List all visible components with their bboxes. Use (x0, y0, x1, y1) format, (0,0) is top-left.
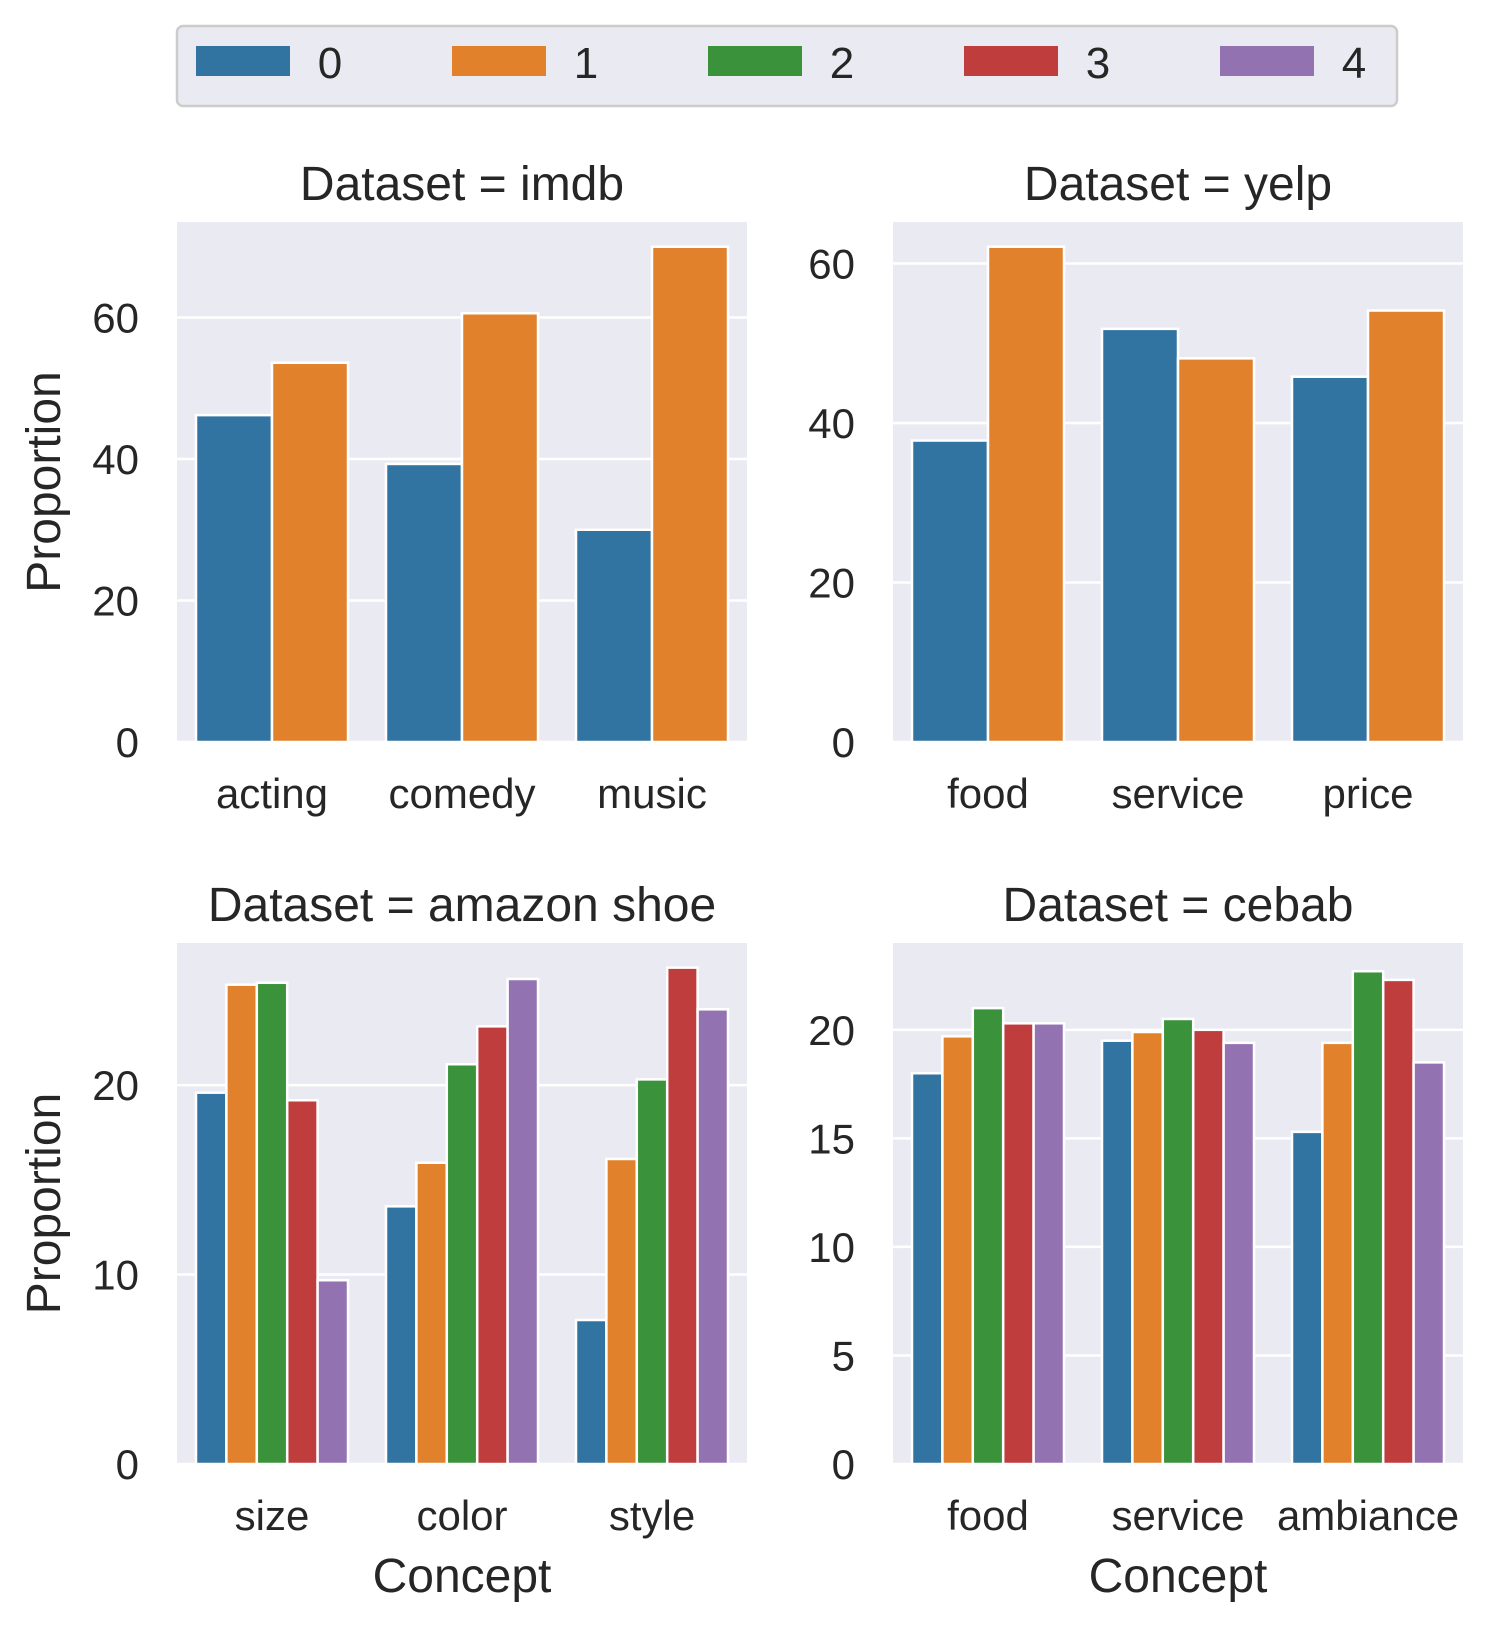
legend-label-0: 0 (318, 39, 342, 88)
y-tick-label: 0 (116, 1441, 139, 1488)
legend-swatch-2 (708, 46, 802, 76)
y-axis-label: Proportion (18, 371, 71, 592)
y-tick-label: 5 (832, 1332, 855, 1379)
x-tick-label: style (609, 1492, 695, 1539)
x-tick-label: size (235, 1492, 310, 1539)
x-tick-label: price (1322, 770, 1413, 817)
legend-swatch-4 (1220, 46, 1314, 76)
bar-music-series-0 (574, 528, 654, 744)
y-tick-label: 0 (116, 719, 139, 766)
bar-color-series-2 (445, 1063, 479, 1466)
x-tick-label: food (947, 1492, 1029, 1539)
bar-service-series-1 (1131, 1030, 1165, 1466)
bar-ambiance-series-1 (1321, 1041, 1355, 1466)
bar-service-series-2 (1161, 1017, 1195, 1466)
legend-swatch-1 (452, 46, 546, 76)
bar-food-series-0 (910, 439, 990, 744)
x-tick-label: color (416, 1492, 507, 1539)
bar-food-series-4 (1032, 1022, 1066, 1466)
panel-3: 0 10 20 size color style Dataset = amazon shoe… (18, 879, 747, 1603)
chart-title: Dataset = imdb (300, 158, 624, 211)
bar-ambiance-series-4 (1412, 1061, 1446, 1466)
y-tick-label: 20 (808, 559, 855, 606)
bar-food-series-1 (941, 1035, 975, 1466)
legend-label-2: 2 (830, 39, 854, 88)
bar-ambiance-series-3 (1381, 978, 1415, 1466)
x-tick-label: acting (216, 770, 328, 817)
y-tick-label: 0 (832, 719, 855, 766)
x-tick-label: ambiance (1277, 1492, 1459, 1539)
chart-title: Dataset = amazon shoe (208, 879, 716, 932)
bar-music-series-1 (650, 245, 730, 744)
bar-food-series-0 (910, 1072, 944, 1466)
bar-price-series-0 (1290, 375, 1370, 744)
y-tick-label: 10 (92, 1252, 139, 1299)
bar-color-series-0 (384, 1205, 418, 1466)
bar-service-series-4 (1222, 1041, 1256, 1466)
y-axis-label: Proportion (18, 1093, 71, 1314)
bar-color-series-4 (506, 977, 540, 1466)
legend-label-4: 4 (1342, 39, 1366, 88)
bar-comedy-series-1 (460, 312, 540, 744)
y-tick-label: 40 (808, 400, 855, 447)
bar-service-series-0 (1100, 327, 1180, 744)
x-tick-label: comedy (388, 770, 535, 817)
y-tick-label: 60 (92, 295, 139, 342)
bar-style-series-2 (635, 1078, 669, 1466)
chart-title: Dataset = cebab (1003, 879, 1354, 932)
x-tick-label: music (597, 770, 707, 817)
panel-2: 0 20 40 60 food service price Dataset = yelp (808, 158, 1463, 817)
bar-style-series-0 (574, 1318, 608, 1466)
y-tick-label: 15 (808, 1115, 855, 1162)
x-axis-label: Concept (1089, 1550, 1268, 1603)
legend: 0 1 2 3 4 (175, 24, 1399, 108)
bar-style-series-4 (696, 1008, 730, 1466)
chart-title: Dataset = yelp (1024, 158, 1332, 211)
bar-size-series-0 (194, 1091, 228, 1466)
legend-swatch-3 (964, 46, 1058, 76)
bar-size-series-3 (285, 1098, 319, 1466)
legend-label-3: 3 (1086, 39, 1110, 88)
bar-size-series-4 (316, 1278, 350, 1466)
y-tick-label: 20 (808, 1007, 855, 1054)
bar-food-series-2 (971, 1006, 1005, 1466)
x-tick-label: service (1111, 1492, 1244, 1539)
bar-color-series-3 (475, 1025, 509, 1466)
y-tick-label: 20 (92, 1062, 139, 1109)
bar-ambiance-series-2 (1351, 969, 1385, 1466)
x-axis-label: Concept (373, 1550, 552, 1603)
bar-style-series-3 (665, 966, 699, 1466)
legend-swatch-0 (196, 46, 290, 76)
bar-acting-series-0 (194, 413, 274, 744)
bar-ambiance-series-0 (1290, 1130, 1324, 1466)
chart-panels: 0 20 40 60 acting comedy music Dataset = imdb Pr… (18, 158, 1463, 1603)
bar-size-series-2 (255, 981, 289, 1466)
panel-1: 0 20 40 60 acting comedy music Dataset = imdb Pr… (18, 158, 747, 817)
bar-service-series-0 (1100, 1039, 1134, 1466)
bar-food-series-1 (986, 245, 1066, 744)
bar-service-series-3 (1191, 1028, 1225, 1466)
bar-style-series-1 (605, 1157, 639, 1466)
bar-food-series-3 (1001, 1022, 1035, 1466)
y-tick-label: 60 (808, 240, 855, 287)
legend-label-1: 1 (574, 39, 598, 88)
bar-service-series-1 (1176, 357, 1256, 744)
x-tick-label: service (1111, 770, 1244, 817)
y-tick-label: 0 (832, 1441, 855, 1488)
bar-size-series-1 (225, 983, 259, 1466)
y-tick-label: 20 (92, 578, 139, 625)
bar-acting-series-1 (270, 361, 350, 744)
y-tick-label: 10 (808, 1224, 855, 1271)
bar-color-series-1 (415, 1161, 449, 1466)
x-tick-label: food (947, 770, 1029, 817)
y-tick-label: 40 (92, 436, 139, 483)
panel-4: 0 5 10 15 20 food service ambiance Dataset = ceb… (808, 879, 1463, 1603)
bar-comedy-series-0 (384, 462, 464, 744)
bar-price-series-1 (1366, 309, 1446, 744)
